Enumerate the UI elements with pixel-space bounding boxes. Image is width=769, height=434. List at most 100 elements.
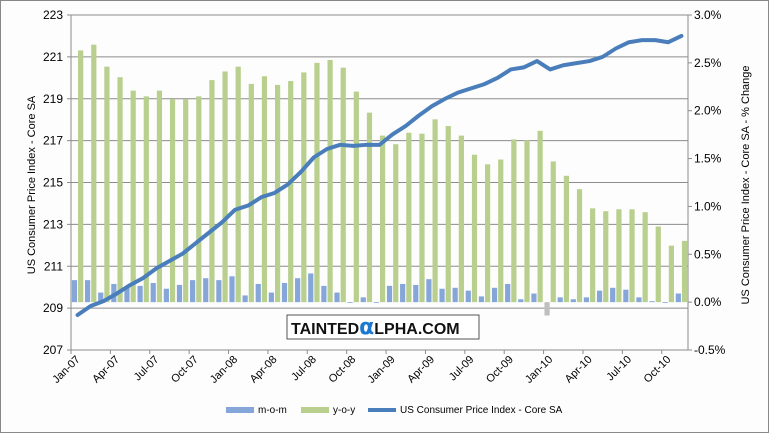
bar-yoy xyxy=(419,134,424,302)
left-axis-title: US Consumer Price Index - Core SA xyxy=(26,95,38,274)
bar-mom xyxy=(321,286,326,302)
left-tick-label: 215 xyxy=(43,176,63,190)
bar-yoy xyxy=(616,209,621,302)
bar-mom xyxy=(269,293,274,303)
bar-mom xyxy=(649,301,654,302)
bar-yoy xyxy=(236,67,241,302)
bar-mom xyxy=(453,288,458,302)
bar-yoy xyxy=(78,50,83,302)
x-tick-label: Oct-10 xyxy=(642,354,674,386)
bar-yoy xyxy=(433,119,438,302)
legend-label-cpi: US Consumer Price Index - Core SA xyxy=(400,405,563,416)
bar-mom xyxy=(308,273,313,302)
bar-yoy xyxy=(262,76,267,302)
bar-mom xyxy=(85,280,90,302)
x-tick-label: Apr-10 xyxy=(563,354,595,386)
x-tick-label: Apr-07 xyxy=(90,354,122,386)
bar-mom xyxy=(72,280,77,302)
x-tick-label: Oct-09 xyxy=(484,354,516,386)
right-tick-label: 2.0% xyxy=(694,104,722,118)
left-tick-label: 221 xyxy=(43,50,63,64)
bar-yoy xyxy=(524,140,529,302)
bar-yoy xyxy=(472,155,477,302)
bar-yoy xyxy=(301,72,306,302)
bar-yoy xyxy=(314,63,319,302)
bar-yoy xyxy=(629,209,634,302)
bar-mom xyxy=(610,288,615,302)
x-tick-label: Jul-09 xyxy=(447,354,477,384)
bar-mom xyxy=(479,296,484,302)
right-tick-label: -0.5% xyxy=(694,343,726,357)
bar-yoy xyxy=(131,91,136,303)
legend-label-yoy: y-o-y xyxy=(333,405,355,416)
bar-mom xyxy=(151,283,156,302)
bar-mom xyxy=(558,297,563,302)
x-tick-label: Jan-07 xyxy=(50,354,82,386)
bar-yoy xyxy=(577,189,582,302)
bar-mom xyxy=(282,283,287,302)
x-tick-label: Jul-10 xyxy=(604,354,634,384)
bar-mom xyxy=(663,302,668,303)
legend-swatch-mom xyxy=(226,407,254,413)
bar-mom xyxy=(531,294,536,303)
bar-yoy xyxy=(183,99,188,302)
bar-mom xyxy=(676,294,681,303)
bar-mom xyxy=(426,279,431,302)
x-tick-label: Jan-10 xyxy=(523,354,555,386)
bar-yoy xyxy=(117,77,122,302)
bar-yoy xyxy=(222,71,227,302)
bar-yoy xyxy=(406,133,411,302)
bar-yoy xyxy=(603,211,608,302)
bar-yoy xyxy=(209,80,214,302)
bar-yoy xyxy=(538,131,543,302)
bar-mom xyxy=(361,297,366,302)
bar-yoy xyxy=(485,164,490,302)
x-tick-label: Jan-08 xyxy=(208,354,240,386)
left-tick-label: 207 xyxy=(43,343,63,357)
bar-yoy xyxy=(590,208,595,302)
x-tick-label: Oct-08 xyxy=(327,354,359,386)
bar-yoy xyxy=(144,96,149,302)
x-tick-label: Oct-07 xyxy=(169,354,201,386)
right-tick-label: 1.0% xyxy=(694,199,722,213)
bar-yoy xyxy=(327,60,332,302)
bar-mom xyxy=(229,276,234,302)
bar-mom xyxy=(623,290,628,302)
bar-mom xyxy=(203,278,208,302)
right-tick-label: 0.5% xyxy=(694,247,722,261)
right-axis-title: US Consumer Price Index - Core SA - % Ch… xyxy=(740,65,752,304)
bar-mom xyxy=(177,285,182,302)
bar-yoy xyxy=(104,67,109,302)
bar-mom xyxy=(544,302,549,315)
bar-mom xyxy=(138,286,143,302)
bar-yoy xyxy=(170,99,175,302)
left-tick-label: 217 xyxy=(43,134,63,148)
logo-prefix: TAINTED xyxy=(291,321,359,338)
bar-yoy xyxy=(393,144,398,302)
logo-suffix: LPHA.COM xyxy=(374,321,459,338)
bar-mom xyxy=(439,289,444,302)
bar-yoy xyxy=(380,136,385,303)
bar-yoy xyxy=(196,96,201,302)
bar-yoy xyxy=(643,212,648,302)
bar-mom xyxy=(374,302,379,303)
bar-mom xyxy=(518,299,523,302)
logo-alpha: α xyxy=(359,315,374,340)
bar-mom xyxy=(334,293,339,303)
left-tick-label: 213 xyxy=(43,217,63,231)
bar-mom xyxy=(571,299,576,302)
bar-yoy xyxy=(354,92,359,303)
bar-yoy xyxy=(367,113,372,303)
x-tick-label: Jul-08 xyxy=(289,354,319,384)
bar-yoy xyxy=(551,161,556,302)
bar-mom xyxy=(492,288,497,302)
bar-mom xyxy=(584,297,589,302)
bar-mom xyxy=(400,284,405,302)
bar-mom xyxy=(295,278,300,302)
legend-swatch-yoy xyxy=(301,407,329,413)
bar-yoy xyxy=(656,227,661,303)
bar-mom xyxy=(243,295,248,302)
right-tick-label: 0.0% xyxy=(694,295,722,309)
legend-label-mom: m-o-m xyxy=(258,405,287,416)
